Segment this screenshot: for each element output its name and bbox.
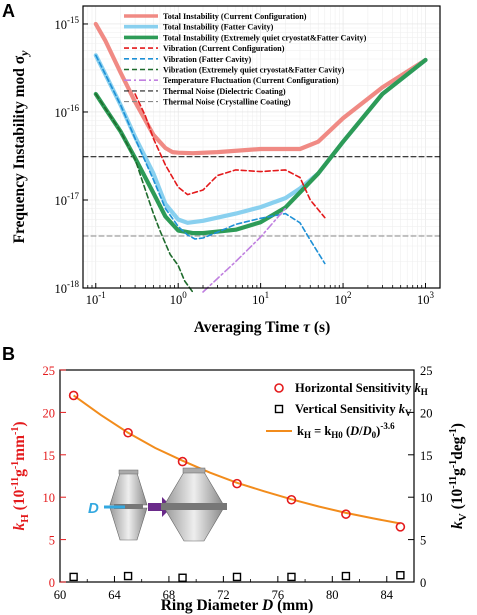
panel-a-ticks: 10-1 100 101 102 103 10-18 10-17 10-16 10-15 [55,15,435,307]
legend-label-thermal-noise-crystalline-coating: Thermal Noise (Crystalline Coating) [163,98,291,107]
b-y-right-tick-label: 25 [420,364,433,378]
y-tick-label: 10-15 [55,15,80,32]
panel-b-ticks: 60 64 68 72 76 80 84 0 0 5 5 10 10 15 15 20 20 25 25 [43,364,433,602]
panel-b-x-axis-title: Ring Diameter D (mm) [161,597,314,614]
fit-curve [73,394,401,525]
legend-label-total-instability-current-configuration: Total Instability (Current Configuration… [163,12,307,21]
panel-a-thermal-lines [82,156,441,237]
y-tick-label: 10-17 [55,191,80,208]
legend-label-fit: kH = kH0 (D/D0)-3.6 [297,421,395,440]
b-x-tick-label: 68 [163,588,176,602]
series-line-vibration-extremely-quiet-cryostat-fatter-cavity [95,93,194,293]
vertical-sensitivity-point [341,571,351,581]
vertical-sensitivity-point [178,573,187,582]
b-y-left-tick-label: 10 [43,491,56,505]
b-y-left-tick-label: 25 [43,364,56,378]
horizontal-sensitivity-point [395,522,406,532]
panel-b-plot-frame [59,369,415,583]
series-line-vibration-fatter-cavity [95,54,326,265]
b-y-left-tick-label: 0 [49,576,55,590]
panel-b-right-axis-title: kV (10-11g-1deg-1) [448,423,469,529]
x-tick-label: 102 [335,290,352,307]
legend-label-total-instability-fatter-cavity: Total Instability (Fatter Cavity) [163,23,274,32]
panel-a-x-axis-title: Averaging Time τ (s) [194,319,330,336]
x-tick-label: 10-1 [86,290,106,307]
vertical-sensitivity-point [287,572,296,582]
b-y-right-tick-label: 20 [420,406,433,420]
b-x-tick-label: 80 [326,588,339,602]
b-y-right-tick-label: 0 [420,576,426,590]
legend-label-temperature-fluctuation-current-configuration: Temperature Fluctuation (Current Configu… [163,76,339,85]
inset-d-label: D [88,500,99,517]
horizontal-sensitivity-point [286,494,297,505]
legend-label-horizontal: Horizontal Sensitivity kH [295,381,428,397]
b-y-right-tick-label: 10 [420,491,433,505]
legend-marker-horizontal [274,383,284,393]
small-cavity-image [109,469,148,541]
b-x-tick-label: 64 [108,588,121,602]
panel-a-letter: A [2,1,15,21]
x-tick-label: 103 [417,290,435,307]
panel-b-left-axis-title: kH (10-11g-1mm-1) [10,421,31,530]
horizontal-sensitivity-point [341,509,351,519]
series-line-total-instability-current-configuration [93,21,428,156]
vertical-sensitivity-point [69,572,78,582]
vertical-sensitivity-point [232,572,242,582]
panel-a-plot-frame [82,5,441,289]
panel-a-legend: Total Instability (Current Configuration… [124,12,367,107]
horizontal-sensitivity-point [123,427,133,438]
legend-label-thermal-noise-dielectric-coating: Thermal Noise (Dielectric Coating) [163,87,286,96]
b-y-left-tick-label: 5 [49,534,55,548]
series-line-vibration-current-configuration [134,93,326,219]
series-line-temperature-fluctuation-current-configuration [202,207,287,293]
b-y-right-tick-label: 15 [420,449,433,463]
b-x-tick-label: 60 [54,588,67,602]
legend-label-total-instability-extremely-quiet-cryostat-fatter-cavity: Total Instability (Extremely quiet cryos… [163,33,367,42]
b-y-right-tick-label: 5 [420,534,426,548]
b-x-tick-label: 76 [272,588,285,602]
vertical-sensitivity-point [396,571,405,580]
horizontal-sensitivity-point [177,456,188,467]
panel-b-legend: Horizontal Sensitivity kH Vertical Sensit… [266,381,428,440]
b-y-left-tick-label: 15 [43,449,56,463]
legend-label-vertical: Vertical Sensitivity kV [295,402,412,418]
panel-b-series [68,390,406,582]
panel-b-letter: B [2,344,15,364]
legend-marker-vertical [274,404,284,414]
vertical-sensitivity-point [123,571,133,581]
b-x-tick-label: 84 [381,588,394,602]
horizontal-sensitivity-point [68,390,79,401]
panel-a-y-axis-title: Frequency Instability mod σy [11,50,31,244]
y-tick-label: 10-18 [55,279,80,296]
x-tick-label: 100 [170,290,188,307]
legend-label-vibration-fatter-cavity: Vibration (Fatter Cavity) [163,55,251,64]
legend-label-vibration-extremely-quiet-cryostat-fatter-cavity: Vibration (Extremely quiet cryostat&Fatt… [163,66,345,75]
x-tick-label: 101 [252,290,269,307]
cavity-illustration: D [88,467,227,542]
large-cavity-image [161,467,227,542]
y-tick-label: 10-16 [55,103,80,120]
b-x-tick-label: 72 [217,588,230,602]
horizontal-sensitivity-point [232,478,242,489]
legend-label-vibration-current-configuration: Vibration (Current Configuration) [163,44,285,53]
b-y-left-tick-label: 20 [43,406,56,420]
panel-a-series [93,21,428,293]
